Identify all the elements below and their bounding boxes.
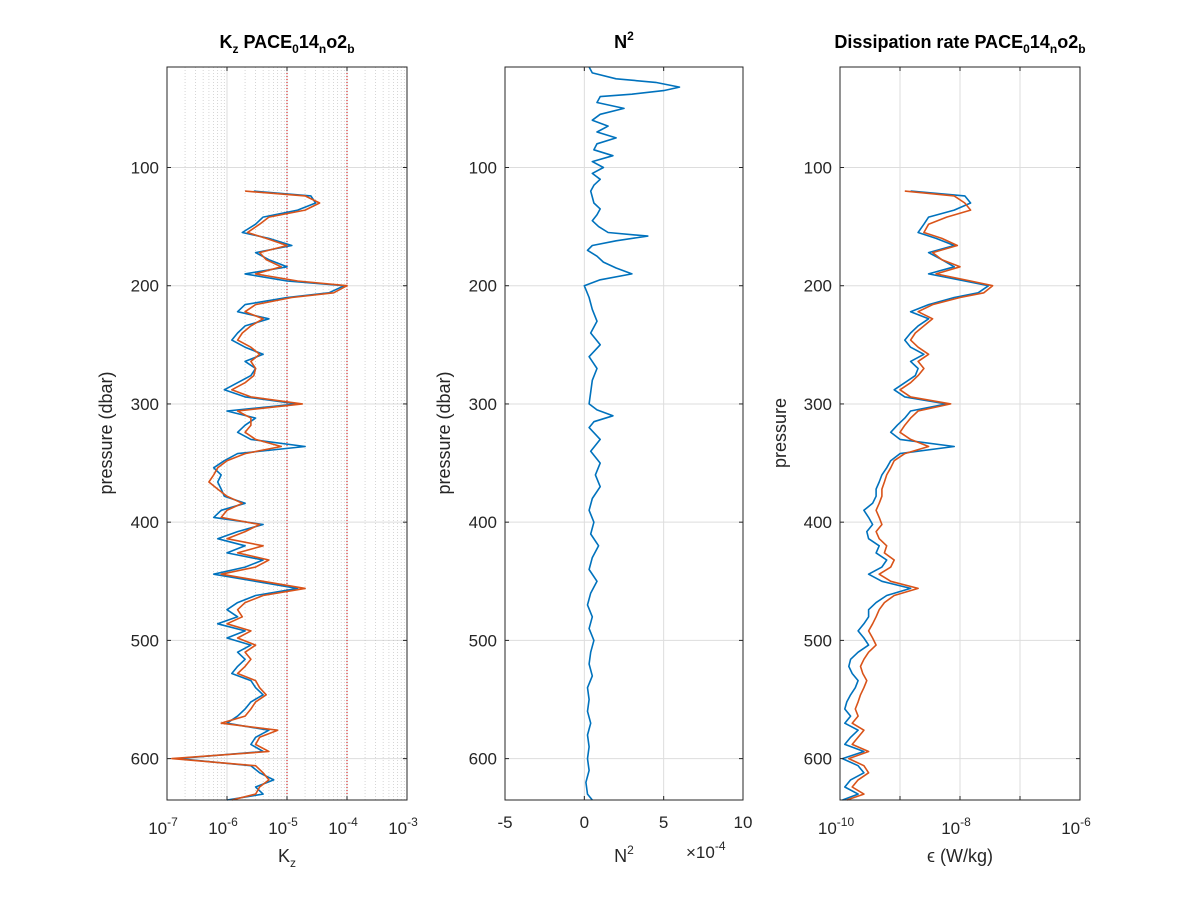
eps-x-axis-label: ϵ (W/kg) xyxy=(927,846,993,866)
y-tick-label: 400 xyxy=(469,513,497,532)
y-tick-label: 500 xyxy=(131,631,159,650)
y-tick-label: 600 xyxy=(469,750,497,769)
kz-x-ticks: 10-7 10-6 10-5 10-4 10-3 xyxy=(148,67,418,838)
n2-x-multiplier: ×10-4 xyxy=(686,839,726,862)
y-tick-label: 300 xyxy=(131,395,159,414)
y-tick-label: 100 xyxy=(131,158,159,177)
n2-panel-title: N2 xyxy=(614,29,634,52)
n2-axes-box xyxy=(504,66,744,801)
y-tick-label: 400 xyxy=(131,513,159,532)
x-tick-label: 10-6 xyxy=(1061,815,1091,838)
y-tick-label: 200 xyxy=(804,277,832,296)
kz-y-ticks: 100 200 300 400 500 600 xyxy=(131,158,407,769)
kz-y-axis-label: pressure (dbar) xyxy=(96,371,116,494)
x-tick-label: 0 xyxy=(580,813,589,832)
n2-grid xyxy=(505,67,743,800)
y-tick-label: 200 xyxy=(131,277,159,296)
x-tick-label: 10-10 xyxy=(818,815,855,838)
x-tick-label: 10 xyxy=(734,813,753,832)
y-tick-label: 400 xyxy=(804,513,832,532)
x-tick-label: -5 xyxy=(497,813,512,832)
x-tick-label: 10-8 xyxy=(941,815,971,838)
kz-panel-title: Kz PACE014no2b xyxy=(219,32,354,56)
n2-panel: N2 100 200 300 400 500 600 -5 0 5 10 N2 ×10-4 pr… xyxy=(434,29,752,866)
y-tick-label: 200 xyxy=(469,277,497,296)
eps-grid xyxy=(840,67,1080,800)
x-tick-label: 10-4 xyxy=(328,815,358,838)
x-tick-label: 10-5 xyxy=(268,815,298,838)
series-line-2 xyxy=(171,190,348,801)
x-tick-label: 5 xyxy=(659,813,668,832)
kz-series xyxy=(171,190,348,801)
n2-y-axis-label: pressure (dbar) xyxy=(434,371,454,494)
y-tick-label: 300 xyxy=(469,395,497,414)
x-tick-label: 10-6 xyxy=(208,815,238,838)
eps-x-ticks: 10-10 10-8 10-6 xyxy=(818,67,1091,838)
eps-series xyxy=(841,190,994,801)
y-tick-label: 600 xyxy=(131,750,159,769)
n2-y-ticks: 100 200 300 400 500 600 xyxy=(469,158,743,769)
n2-series xyxy=(583,66,681,801)
y-tick-label: 500 xyxy=(804,631,832,650)
y-tick-label: 100 xyxy=(469,158,497,177)
series-line-1 xyxy=(583,66,681,801)
y-tick-label: 300 xyxy=(804,395,832,414)
eps-y-axis-label: pressure xyxy=(770,398,790,468)
n2-x-axis-label: N2 xyxy=(614,843,634,866)
series-line-2 xyxy=(846,190,994,801)
series-line-1 xyxy=(841,190,990,801)
y-tick-label: 600 xyxy=(804,750,832,769)
eps-y-ticks: 100 200 300 400 500 600 xyxy=(804,158,1080,769)
n2-x-ticks: -5 0 5 10 xyxy=(497,67,752,832)
eps-panel-title: Dissipation rate PACE014no2b xyxy=(834,32,1085,56)
x-tick-label: 10-7 xyxy=(148,815,178,838)
eps-panel: Dissipation rate PACE014no2b 100 200 300 40… xyxy=(770,32,1091,866)
kz-reference-lines xyxy=(286,67,348,800)
y-tick-label: 500 xyxy=(469,631,497,650)
y-tick-label: 100 xyxy=(804,158,832,177)
x-tick-label: 10-3 xyxy=(388,815,418,838)
kz-x-axis-label: Kz xyxy=(278,846,296,870)
